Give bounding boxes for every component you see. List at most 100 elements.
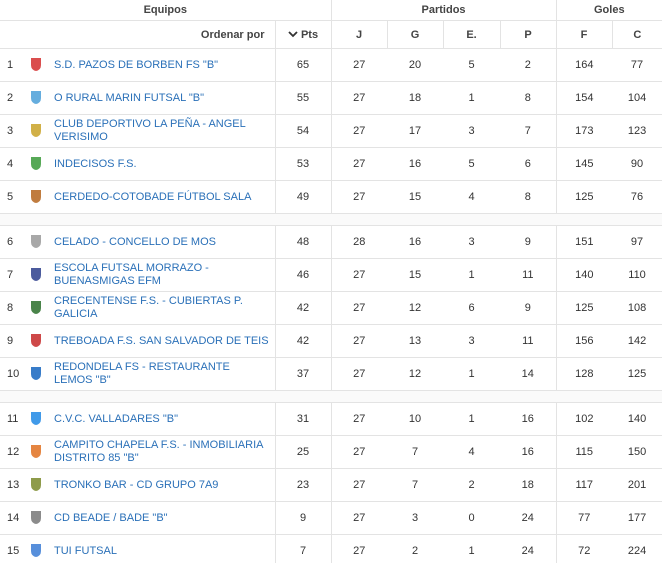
team-name[interactable]: CAMPITO CHAPELA F.S. - INMOBILIARIA DIST… [50,435,275,469]
rank: 10 [0,357,22,391]
team-name[interactable]: S.D. PAZOS DE BORBEN FS "B" [50,48,275,82]
rank: 6 [0,225,22,259]
group-header-row: Equipos Partidos Goles [0,0,662,21]
stat: 3 [443,114,501,148]
team-name[interactable]: CRECENTENSE F.S. - CUBIERTAS P. GALICIA [50,291,275,325]
stat: 3 [443,324,501,358]
team-row: 14 CD BEADE / BADE "B" 9 27 3 0 24 77 177 [0,501,662,535]
team-row: 15 TUI FUTSAL 7 27 2 1 24 72 224 [0,534,662,563]
team-name[interactable]: TREBOADA F.S. SAN SALVADOR DE TEIS [50,324,275,358]
logo-cell [22,291,50,325]
stat: 224 [612,534,662,563]
stat: 154 [555,81,613,115]
stat: 4 [443,180,501,214]
stat: 24 [500,501,557,535]
stat: 53 [274,147,332,181]
team-logo [31,333,41,347]
stat: 27 [330,180,388,214]
stat: 18 [500,468,557,502]
stat: 27 [330,291,388,325]
team-row: 8 CRECENTENSE F.S. - CUBIERTAS P. GALICIA… [0,291,662,325]
team-name[interactable]: C.V.C. VALLADARES "B" [50,402,275,436]
column-label: C [633,28,642,41]
stat: 13 [387,324,444,358]
stat: 55 [274,81,332,115]
stat: 108 [612,291,662,325]
stat: 4 [443,435,501,469]
stat: 115 [555,435,613,469]
team-name[interactable]: CD BEADE / BADE "B" [50,501,275,535]
stat: 12 [387,357,444,391]
rank: 14 [0,501,22,535]
team-name[interactable]: CERDEDO-COTOBADE FÚTBOL SALA [50,180,275,214]
team-name[interactable]: ESCOLA FUTSAL MORRAZO - BUENASMIGAS EFM [50,258,275,292]
column-label: J [355,28,363,41]
column-header[interactable]: Pts [274,20,332,49]
stat: 9 [500,225,557,259]
rank: 7 [0,258,22,292]
stat: 15 [387,180,444,214]
stat: 3 [387,501,444,535]
logo-cell [22,534,50,563]
logo-cell [22,468,50,502]
stat: 6 [443,291,501,325]
team-logo [31,57,41,71]
stat: 27 [330,114,388,148]
team-row: 12 CAMPITO CHAPELA F.S. - INMOBILIARIA DI… [0,435,662,469]
team-name[interactable]: O RURAL MARIN FUTSAL "B" [50,81,275,115]
column-label: G [410,28,420,41]
team-name[interactable]: TRONKO BAR - CD GRUPO 7A9 [50,468,275,502]
group-header: Equipos [0,0,332,21]
team-name[interactable]: REDONDELA FS - RESTAURANTE LEMOS "B" [50,357,275,391]
team-name[interactable]: CELADO - CONCELLO DE MOS [50,225,275,259]
stat: 90 [612,147,662,181]
stat: 27 [330,357,388,391]
rank: 4 [0,147,22,181]
logo-cell [22,81,50,115]
stat: 27 [330,81,388,115]
stat: 142 [612,324,662,358]
stat: 123 [612,114,662,148]
logo-cell [22,258,50,292]
stat: 11 [500,324,557,358]
logo-cell [22,324,50,358]
separator-cell [0,213,662,226]
rank: 13 [0,468,22,502]
stat: 1 [443,81,501,115]
stat: 23 [274,468,332,502]
stat: 97 [612,225,662,259]
logo-cell [22,435,50,469]
stat: 18 [387,81,444,115]
stat: 151 [555,225,613,259]
stat: 15 [387,258,444,292]
stat: 27 [330,48,388,82]
stat: 6 [500,147,557,181]
logo-cell [22,48,50,82]
stat: 104 [612,81,662,115]
stat: 31 [274,402,332,436]
stat: 27 [330,147,388,181]
stat: 14 [500,357,557,391]
team-name[interactable]: CLUB DEPORTIVO LA PEÑA - ANGEL VERISIMO [50,114,275,148]
stat: 156 [555,324,613,358]
column-header: G [386,20,444,49]
stat: 177 [612,501,662,535]
stat: 20 [387,48,444,82]
stat: 27 [330,258,388,292]
stat: 110 [612,258,662,292]
stat: 145 [555,147,613,181]
stat: 2 [500,48,557,82]
rank: 11 [0,402,22,436]
column-header: E. [442,20,501,49]
separator-cell [0,390,662,403]
team-row: 7 ESCOLA FUTSAL MORRAZO - BUENASMIGAS EFM… [0,258,662,292]
logo-cell [22,180,50,214]
stat: 16 [387,225,444,259]
stat: 27 [330,468,388,502]
team-name[interactable]: INDECISOS F.S. [50,147,275,181]
stat: 11 [500,258,557,292]
team-name[interactable]: TUI FUTSAL [50,534,275,563]
group-header: Goles [555,0,662,21]
stat: 77 [612,48,662,82]
